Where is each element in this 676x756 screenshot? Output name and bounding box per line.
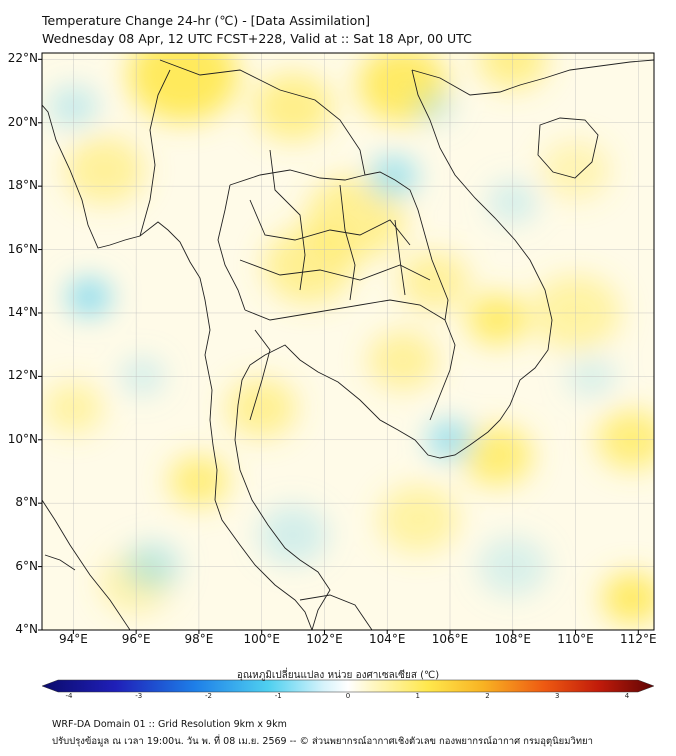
colorbar-tick-label: 1 <box>415 692 420 700</box>
warming-area <box>467 293 528 345</box>
lon-label: 94°E <box>58 632 88 646</box>
cooling-area <box>414 89 455 124</box>
lon-label: 100°E <box>243 632 280 646</box>
map-subtitle: Wednesday 08 Apr, 12 UTC FCST+228, Valid… <box>42 31 472 46</box>
lat-label: 10°N <box>7 431 38 446</box>
warming-area <box>367 330 438 391</box>
lat-lon-grid <box>42 53 654 630</box>
colorbar-title: อุณหภูมิเปลี่ยนแปลง หน่วย องศาเซลเซียส (… <box>236 670 440 681</box>
lat-label: 14°N <box>7 304 38 319</box>
lon-label: 102°E <box>306 632 343 646</box>
warming-area <box>64 136 145 205</box>
map-frame <box>41 52 655 631</box>
lat-label: 6°N <box>15 558 38 573</box>
lat-label: 4°N <box>15 622 38 636</box>
temperature-field <box>43 53 654 624</box>
lat-label: 12°N <box>7 368 38 383</box>
warming-area <box>602 572 654 624</box>
coastline-borders <box>42 59 654 630</box>
colorbar-tick-label: 4 <box>624 692 630 700</box>
colorbar <box>41 679 655 693</box>
warming-area <box>263 227 354 304</box>
colorbar-tick-label: 3 <box>555 692 560 700</box>
lat-label: 16°N <box>7 241 38 256</box>
lon-label: 110°E <box>557 632 594 646</box>
lat-label: 18°N <box>7 178 38 193</box>
cooling-area <box>258 505 329 565</box>
axis-ticks <box>38 58 639 634</box>
cooling-area <box>67 278 112 316</box>
map-title: Temperature Change 24-hr (℃) - [Data Ass… <box>42 13 371 28</box>
lon-label: 106°E <box>431 632 469 646</box>
warming-area <box>253 72 334 141</box>
colorbar-tick-label: -3 <box>135 692 143 700</box>
warming-area <box>399 251 470 312</box>
warming-area <box>128 53 239 122</box>
colorbar-tick-label: -1 <box>274 692 282 700</box>
colorbar-tick-label: -4 <box>65 692 73 700</box>
lat-label: 20°N <box>7 114 38 129</box>
lon-label: 104°E <box>368 632 406 646</box>
lat-label: 22°N <box>7 51 38 66</box>
colorbar-tick-label: -2 <box>205 692 212 700</box>
lon-label: 98°E <box>184 632 214 646</box>
warming-area <box>378 485 459 554</box>
footer-copyright: ปรับปรุงข้อมูล ณ เวลา 19:00น. วัน พ. ที่… <box>52 736 593 747</box>
lon-label: 112°E <box>620 632 657 646</box>
footer-model-info: WRF-DA Domain 01 :: Grid Resolution 9km … <box>52 719 287 730</box>
colorbar-tick-label: 2 <box>485 692 490 700</box>
lon-label: 108°E <box>494 632 532 646</box>
lat-label: 8°N <box>15 495 38 510</box>
colorbar-tick-label: 0 <box>345 692 351 700</box>
lon-label: 96°E <box>121 632 151 646</box>
warming-area <box>462 425 533 486</box>
